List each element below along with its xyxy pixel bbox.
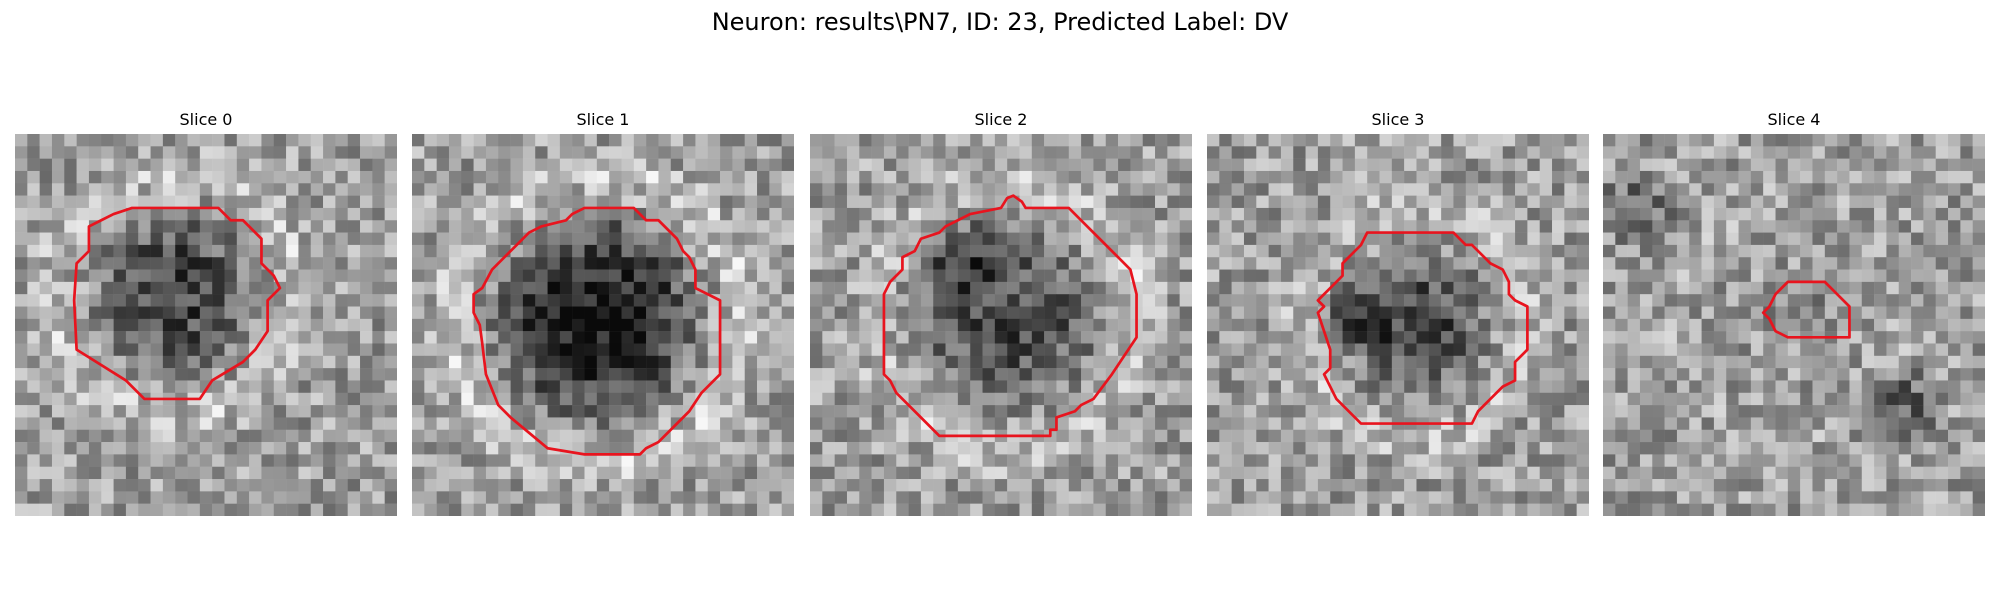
slice-4-svg bbox=[1603, 134, 1985, 516]
slice-2-image bbox=[810, 134, 1192, 516]
slice-1-pixels bbox=[412, 134, 794, 516]
panel-title-slice-1: Slice 1 bbox=[576, 110, 630, 129]
slice-2-contour bbox=[882, 194, 1138, 438]
slice-3-image bbox=[1207, 134, 1589, 516]
panel-title-slice-4: Slice 4 bbox=[1767, 110, 1821, 129]
slice-0-image bbox=[15, 134, 397, 516]
slice-1-svg bbox=[412, 134, 794, 516]
slice-0-contour bbox=[72, 206, 282, 401]
slice-2-svg bbox=[810, 134, 1192, 516]
slice-1-contour bbox=[472, 206, 722, 456]
slice-0-svg bbox=[15, 134, 397, 516]
panel-title-slice-0: Slice 0 bbox=[179, 110, 233, 129]
slice-1-image bbox=[412, 134, 794, 516]
slice-4-contour bbox=[1761, 280, 1851, 339]
slice-0-pixels bbox=[15, 134, 397, 516]
panel-title-slice-3: Slice 3 bbox=[1371, 110, 1425, 129]
slice-3-contour bbox=[1316, 231, 1529, 425]
slice-3-svg bbox=[1207, 134, 1589, 516]
slice-3-pixels bbox=[1207, 134, 1589, 516]
slice-4-pixels bbox=[1603, 134, 1985, 516]
slice-4-image bbox=[1603, 134, 1985, 516]
figure-title: Neuron: results\PN7, ID: 23, Predicted L… bbox=[711, 8, 1289, 36]
slice-2-pixels bbox=[810, 134, 1192, 516]
panel-title-slice-2: Slice 2 bbox=[974, 110, 1028, 129]
